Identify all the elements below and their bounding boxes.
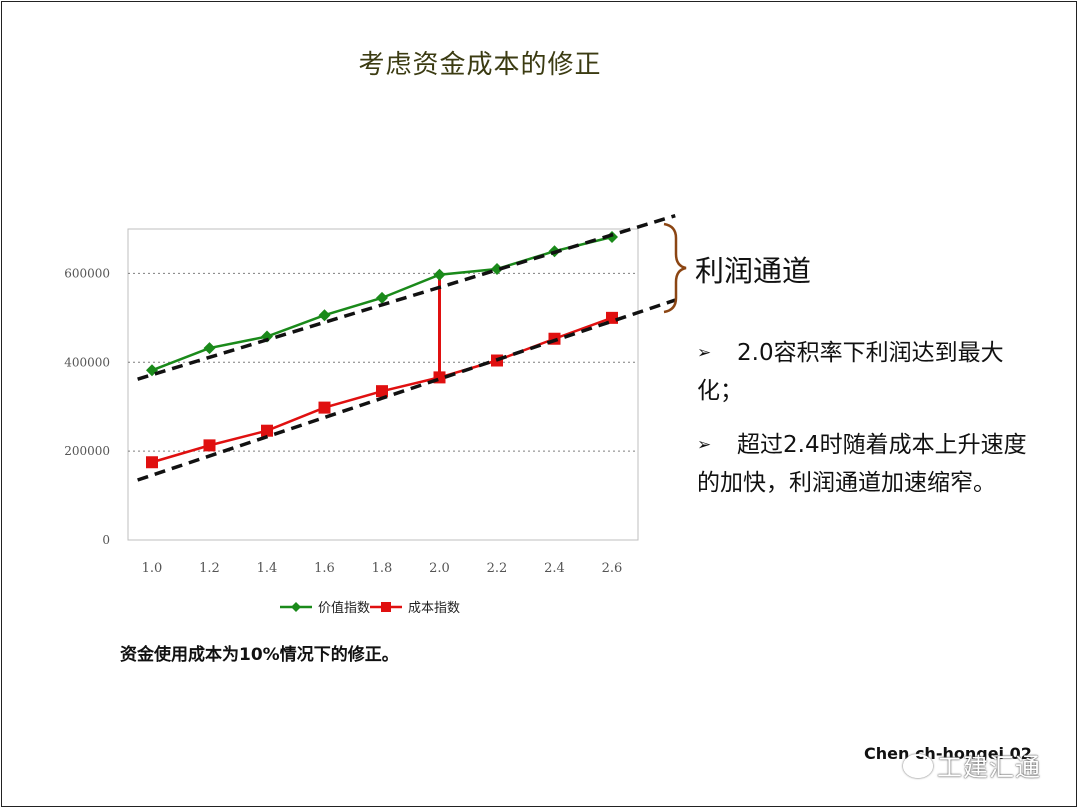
data-point [376,291,388,304]
data-point [203,439,216,452]
x-tick-label: 1.0 [142,561,163,576]
data-point [491,262,503,275]
chart-caption: 资金使用成本为10%情况下的修正。 [120,645,399,665]
y-tick-label: 0 [102,533,110,547]
trend-line [137,298,676,482]
x-tick-label: 1.4 [257,561,278,576]
bullet-arrow-icon: ➢ [697,343,712,363]
watermark-text: 工建汇通 [937,753,1042,782]
data-point [318,309,331,322]
legend-marker [291,602,301,612]
plot-area [127,228,639,541]
x-tick-label: 1.8 [372,561,393,576]
y-tick-label: 200000 [64,444,110,458]
legend-marker [381,602,391,612]
curly-brace [663,222,687,314]
data-point [433,268,446,281]
data-point [146,456,158,469]
legend: 价值指数 成本指数 [280,600,460,616]
data-point [318,401,331,414]
bullet-text: 2.0容积率下利润达到最大化； [697,340,1004,404]
bullet-item: ➢ 2.0容积率下利润达到最大化； [697,334,1042,410]
bullet-text: 超过2.4时随着成本上升速度的加快，利润通道加速缩窄。 [697,432,1027,496]
x-tick-label: 1.2 [199,561,220,576]
bullet-arrow-icon: ➢ [697,435,712,455]
bullet-list: ➢ 2.0容积率下利润达到最大化； ➢ 超过2.4时随着成本上升速度的加快，利润通道… [697,334,1042,518]
x-tick-label: 1.6 [314,561,335,576]
y-tick-label: 400000 [64,355,110,369]
slide-title: 考虑资金成本的修正 [358,50,602,80]
watermark: 工建汇通 [903,748,1041,784]
legend-label: 价值指数 [318,600,370,616]
y-tick-label: 600000 [64,266,110,280]
x-tick-label: 2.2 [487,561,508,576]
data-point [203,342,216,355]
x-tick-label: 2.4 [544,561,565,576]
x-axis-ticks: 1.0 1.2 1.4 1.6 1.8 2.0 2.2 2.4 2.6 [142,561,623,576]
data-point [606,311,618,324]
data-point [376,385,388,398]
trend-line [137,213,676,381]
profit-channel-label: 利润通道 [695,254,812,288]
legend-label: 成本指数 [408,601,460,616]
trend-lines [137,213,676,482]
x-tick-label: 2.6 [602,561,623,576]
data-point [261,424,273,437]
bullet-item: ➢ 超过2.4时随着成本上升速度的加快，利润通道加速缩窄。 [697,426,1042,502]
wechat-icon [903,754,933,778]
y-axis-ticks: 0 200000 400000 600000 [64,266,110,547]
x-tick-label: 2.0 [429,561,450,576]
